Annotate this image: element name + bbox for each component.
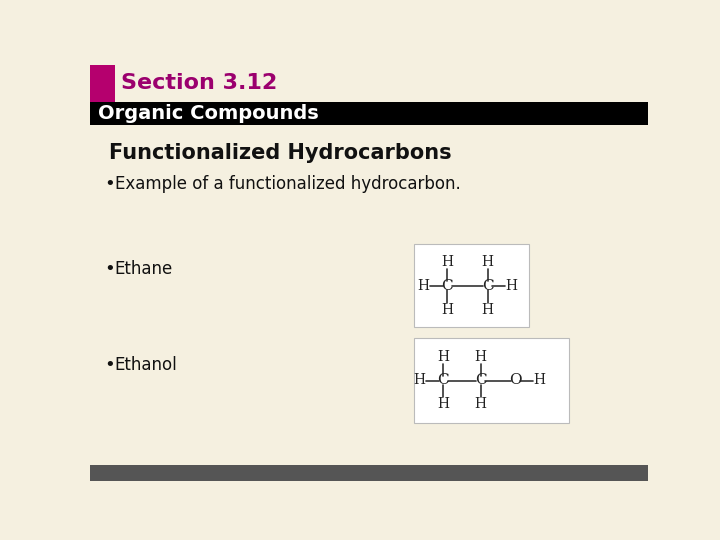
Text: •: • bbox=[104, 260, 114, 278]
Text: Ethanol: Ethanol bbox=[114, 356, 178, 374]
Text: Functionalized Hydrocarbons: Functionalized Hydrocarbons bbox=[109, 143, 452, 163]
Text: H: H bbox=[438, 397, 449, 411]
Text: Ethane: Ethane bbox=[114, 260, 173, 278]
Text: Organic Compounds: Organic Compounds bbox=[98, 104, 318, 123]
Bar bbox=[90, 465, 648, 481]
Bar bbox=[90, 65, 114, 102]
Text: C: C bbox=[474, 374, 487, 388]
Text: C: C bbox=[482, 279, 493, 293]
Text: H: H bbox=[474, 349, 487, 363]
Bar bbox=[414, 244, 528, 327]
Text: •: • bbox=[104, 175, 114, 193]
Text: 120: 120 bbox=[618, 469, 639, 480]
Text: H: H bbox=[482, 302, 494, 316]
Text: C: C bbox=[441, 279, 453, 293]
Text: H: H bbox=[505, 279, 518, 293]
Text: H: H bbox=[441, 302, 454, 316]
Text: H: H bbox=[441, 255, 454, 269]
Text: Example of a functionalized hydrocarbon.: Example of a functionalized hydrocarbon. bbox=[114, 175, 461, 193]
Text: C: C bbox=[438, 374, 449, 388]
Bar bbox=[90, 102, 648, 125]
Text: Section 3.12: Section 3.12 bbox=[121, 73, 277, 93]
Bar bbox=[414, 338, 569, 423]
Text: H: H bbox=[482, 255, 494, 269]
Text: H: H bbox=[438, 349, 449, 363]
Text: H: H bbox=[418, 279, 429, 293]
Text: •: • bbox=[104, 356, 114, 374]
Text: O: O bbox=[509, 374, 522, 388]
Text: H: H bbox=[534, 374, 546, 388]
Text: H: H bbox=[474, 397, 487, 411]
Text: H: H bbox=[413, 374, 426, 388]
